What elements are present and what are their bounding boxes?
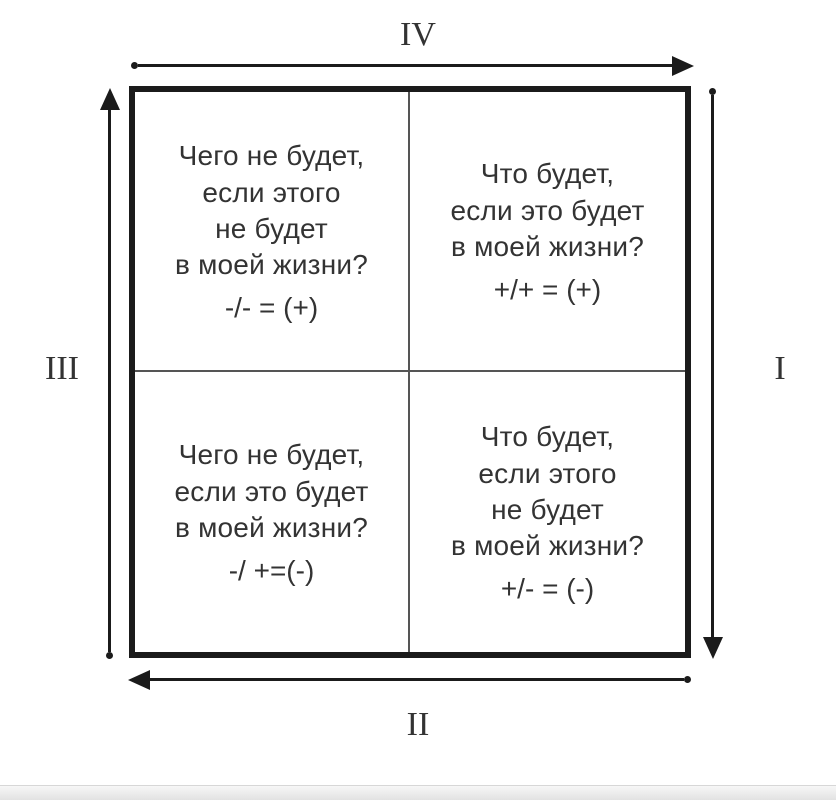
- quadrant-bottom-left: Чего не будет, если это будет в моей жиз…: [135, 372, 410, 652]
- left-arrow-head-icon: [100, 88, 120, 110]
- quadrant-top-left: Чего не будет, если этого не будет в мое…: [135, 92, 410, 372]
- right-arrow-start-dot: [709, 88, 716, 95]
- q-text: если это будет: [175, 474, 369, 510]
- q-formula: -/- = (+): [225, 292, 318, 324]
- q-text: если это будет: [451, 193, 645, 229]
- q-text: в моей жизни?: [451, 229, 644, 265]
- roman-left: III: [22, 350, 102, 388]
- roman-bottom: II: [378, 706, 458, 744]
- decision-matrix: Чего не будет, если этого не будет в мое…: [129, 86, 691, 658]
- top-arrow-start-dot: [131, 62, 138, 69]
- left-arrow-start-dot: [106, 652, 113, 659]
- bottom-arrow-head-icon: [128, 670, 150, 690]
- bottom-arrow-start-dot: [684, 676, 691, 683]
- q-text: Чего не будет,: [179, 437, 365, 473]
- quadrant-bottom-right: Что будет, если этого не будет в моей жи…: [410, 372, 685, 652]
- q-text: если этого: [202, 175, 340, 211]
- roman-right: I: [740, 350, 820, 388]
- q-text: если этого: [478, 456, 616, 492]
- q-text: в моей жизни?: [175, 247, 368, 283]
- q-text: Что будет,: [481, 156, 615, 192]
- q-text: Что будет,: [481, 419, 615, 455]
- right-arrow-head-icon: [703, 637, 723, 659]
- top-arrow-line: [138, 64, 672, 67]
- q-text: Чего не будет,: [179, 138, 365, 174]
- bottom-arrow-line: [150, 678, 684, 681]
- left-arrow-line: [108, 110, 111, 652]
- diagram-stage: IV I II III Чего не будет, если этого не…: [0, 0, 836, 800]
- q-text: не будет: [215, 211, 328, 247]
- q-formula: +/+ = (+): [494, 274, 601, 306]
- q-formula: +/- = (-): [501, 573, 594, 605]
- q-text: в моей жизни?: [451, 528, 644, 564]
- roman-top: IV: [378, 16, 458, 54]
- bottom-shade: [0, 785, 836, 800]
- quadrant-top-right: Что будет, если это будет в моей жизни? …: [410, 92, 685, 372]
- q-text: не будет: [491, 492, 604, 528]
- top-arrow-head-icon: [672, 56, 694, 76]
- q-formula: -/ +=(-): [229, 555, 315, 587]
- q-text: в моей жизни?: [175, 510, 368, 546]
- right-arrow-line: [711, 95, 714, 637]
